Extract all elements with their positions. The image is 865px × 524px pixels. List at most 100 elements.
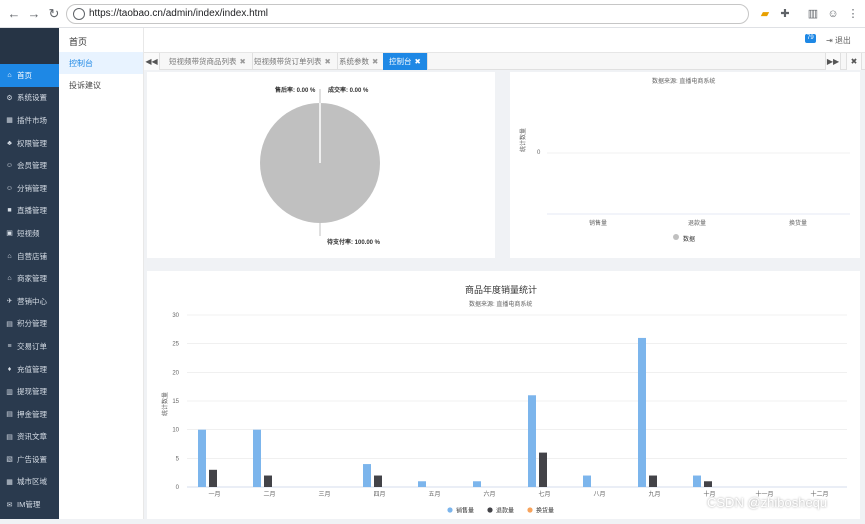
legend-marker: [447, 507, 453, 513]
menu-icon[interactable]: ⋮: [847, 8, 859, 20]
tab-scroll-right-icon[interactable]: ▶▶: [825, 53, 841, 70]
bar-销售量: [693, 475, 701, 487]
bar-销售量: [363, 464, 371, 487]
film-icon: ▣: [6, 230, 13, 238]
notification-badge[interactable]: 79: [805, 34, 816, 43]
tab-console[interactable]: 控制台 ✖: [383, 53, 428, 70]
sidebar-item-label: 押金管理: [17, 409, 47, 419]
tab-video-orders[interactable]: 短视频带货订单列表 ✖: [248, 53, 338, 70]
x-tick-label: 五月: [428, 491, 440, 498]
sidebar-item[interactable]: ▣ 短视频: [0, 222, 59, 245]
sidebar-item[interactable]: ☺ 会员管理: [0, 154, 59, 177]
sidebar-item-label: 自营店铺: [17, 251, 47, 261]
sidebar-item-label: 广告设置: [17, 454, 47, 464]
bar-退款量: [264, 475, 272, 487]
y-tick-label: 30: [172, 313, 179, 319]
y-tick-label: 5: [176, 456, 180, 462]
x-tick-label: 二月: [263, 491, 275, 498]
ad-icon: ▧: [6, 456, 13, 464]
sidebar-item[interactable]: ▤ 积分管理: [0, 313, 59, 336]
x-tick-label: 销售量: [589, 221, 608, 227]
address-bar[interactable]: https://taobao.cn/admin/index/index.html: [66, 4, 749, 24]
sidebar-item[interactable]: ⚙ 系统设置: [0, 87, 59, 110]
y-axis-label: 统计数量: [521, 127, 527, 152]
site-info-icon[interactable]: [73, 8, 85, 20]
tab-bar: ◀◀ 短视频带货商品列表 ✖ 短视频带货订单列表 ✖ 系统参数 ✖ 控制台 ✖ ▶▶ ✖: [144, 53, 865, 70]
sidebar-item[interactable]: ▥ 提现管理: [0, 380, 59, 403]
sidebar-item[interactable]: ▤ 资讯文章: [0, 426, 59, 449]
points-icon: ▤: [6, 320, 13, 328]
subnav-item-complaints[interactable]: 投诉建议: [69, 81, 101, 90]
profile-icon[interactable]: ☺: [827, 8, 839, 20]
bar-退款量: [649, 475, 657, 487]
folder-icon[interactable]: ▰: [760, 8, 770, 20]
sidepanel-icon[interactable]: ▥: [807, 8, 819, 20]
tab-label: 短视频带货订单列表: [254, 57, 322, 66]
pie-chart: [260, 89, 380, 236]
summary-chart-card: 数据来源: 直播电商系统 统计数量 0 销售量 退款量 换货量 数据: [510, 72, 860, 258]
chart-source: 数据来源: 直播电商系统: [652, 79, 716, 85]
sidebar-item[interactable]: ■ 直播管理: [0, 200, 59, 223]
back-icon[interactable]: ←: [7, 6, 21, 21]
sidebar-item-label: 城市区域: [17, 477, 47, 487]
close-icon[interactable]: ✖: [372, 57, 379, 66]
tab-label: 控制台: [389, 57, 412, 66]
recharge-icon: ♦: [7, 365, 12, 373]
sidebar-item[interactable]: ✉ IM管理: [0, 493, 59, 516]
top-header: 79 ⇥ 退出: [144, 28, 865, 53]
tab-system-params[interactable]: 系统参数 ✖: [333, 53, 386, 70]
sidebar-item[interactable]: ⌂ 自营店铺: [0, 245, 59, 268]
sidebar-item[interactable]: ≡ 交易订单: [0, 335, 59, 358]
sidebar-item-label: 会员管理: [17, 161, 47, 171]
x-tick-label: 十二月: [810, 490, 828, 498]
address-url[interactable]: https://taobao.cn/admin/index/index.html: [89, 8, 268, 19]
legend-label[interactable]: 数据: [683, 237, 696, 243]
tab-scroll-left-icon[interactable]: ◀◀: [144, 53, 160, 70]
sidebar-item[interactable]: ▧ 广告设置: [0, 448, 59, 471]
close-icon[interactable]: ✖: [239, 57, 246, 66]
y-axis-label: 统计数量: [163, 391, 169, 416]
tab-label: 系统参数: [339, 57, 369, 66]
reload-icon[interactable]: ↻: [48, 6, 60, 21]
extensions-icon[interactable]: ✚: [780, 8, 790, 20]
legend-label: 销售量: [456, 507, 474, 515]
sidebar-item[interactable]: ♦ 充值管理: [0, 358, 59, 381]
sidebar-item[interactable]: ♣ 权限管理: [0, 132, 59, 155]
close-icon[interactable]: ✖: [324, 57, 331, 66]
close-all-tabs-icon[interactable]: ✖: [846, 53, 862, 70]
subnav-item-console[interactable]: 控制台: [59, 52, 143, 74]
sidebar-item[interactable]: ▦ 插件市场: [0, 109, 59, 132]
annual-sales-chart: 0 5 10 15 20 25 30 一月 二月 三月 四月 五月 六月 七月 八月 九月 十月 十一月 十二月销售…: [172, 313, 847, 515]
x-tick-label: 八月: [593, 491, 605, 498]
forward-icon[interactable]: →: [27, 6, 41, 21]
logout-label: 退出: [834, 36, 851, 45]
annual-sales-card: 0 5 10 15 20 25 30 一月 二月 三月 四月 五月 六月 七月 八月 九月 十月 十一月 十二月 销售…: [147, 271, 860, 519]
pie-label-returns: 售后率: 0.00 %: [275, 88, 316, 94]
sidebar-item-label: 首页: [17, 70, 32, 80]
sidebar-item[interactable]: ☺ 分销管理: [0, 177, 59, 200]
chat-icon: ✉: [6, 501, 13, 509]
x-tick-label: 六月: [483, 490, 495, 498]
sidebar-item-label: 充值管理: [17, 364, 47, 374]
y-tick-label: 15: [172, 399, 179, 405]
sidebar-item-label: 直播管理: [17, 206, 47, 216]
sidebar-item[interactable]: ✈ 营销中心: [0, 290, 59, 313]
sidebar-item-label: 商家管理: [17, 274, 47, 284]
close-icon[interactable]: ✖: [414, 57, 421, 66]
video-icon: ■: [7, 207, 12, 215]
pie-label-unpaid: 待支付率: 100.00 %: [327, 240, 381, 246]
x-tick-label: 退款量: [688, 221, 707, 227]
tab-video-products[interactable]: 短视频带货商品列表 ✖: [163, 53, 253, 70]
sidebar-item[interactable]: ⌂ 首页: [0, 64, 59, 87]
y-tick-label: 25: [172, 342, 179, 348]
bank-icon: ⌂: [7, 275, 12, 283]
x-tick-label: 七月: [538, 490, 550, 498]
sidebar-item[interactable]: ▤ 押金管理: [0, 403, 59, 426]
bar-销售量: [198, 429, 206, 487]
x-tick-label: 换货量: [789, 221, 808, 227]
logout-button[interactable]: ⇥ 退出: [826, 36, 851, 45]
home-icon: ⌂: [7, 71, 12, 79]
sidebar-item[interactable]: ⌂ 商家管理: [0, 267, 59, 290]
sidebar-item[interactable]: ▦ 城市区域: [0, 471, 59, 494]
deposit-icon: ▤: [6, 411, 13, 419]
